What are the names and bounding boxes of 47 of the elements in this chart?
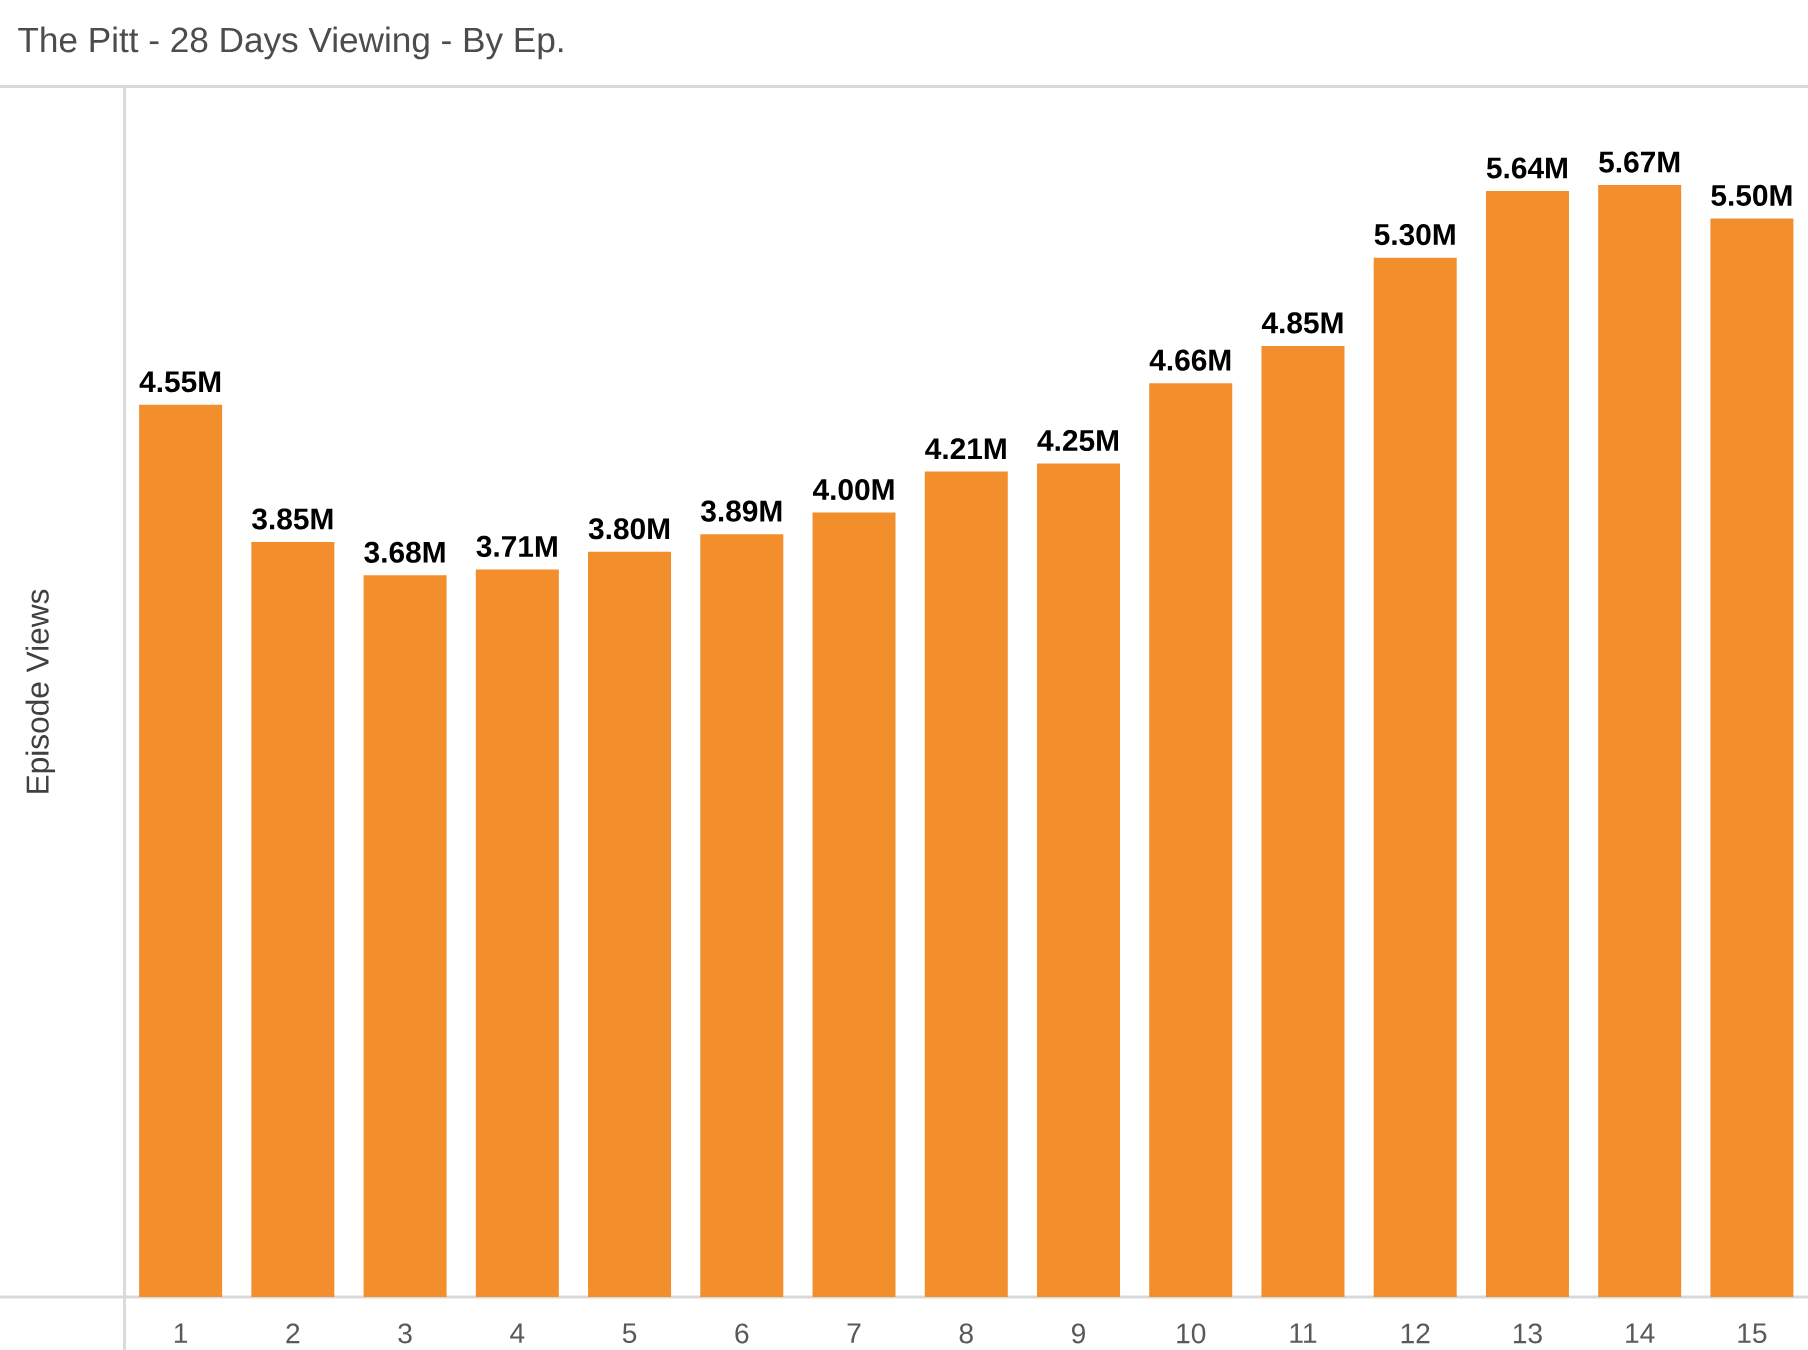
data-label: 4.21M (925, 438, 1006, 459)
bar (1598, 185, 1682, 1298)
data-label: 3.89M (700, 500, 782, 522)
data-label: 4.00M (812, 479, 894, 501)
x-tick-label: 14 (1626, 1323, 1655, 1343)
x-tick-label: 7 (847, 1323, 861, 1343)
bar (1149, 383, 1233, 1298)
data-label: 5.64M (1486, 157, 1567, 179)
data-label: 5.50M (1711, 184, 1792, 206)
y-axis-title: Episode Views (25, 589, 56, 793)
bar (251, 541, 335, 1298)
x-tick-label: 10 (1177, 1323, 1206, 1344)
x-tick-label: 8 (959, 1323, 973, 1344)
x-tick-label: 3 (398, 1323, 412, 1344)
bar (588, 551, 672, 1298)
data-label: 3.68M (364, 541, 445, 563)
chart-title: The Pitt - 28 Days Viewing - By Ep. (18, 26, 563, 60)
x-tick-label: 12 (1401, 1323, 1430, 1344)
x-tick-label: 2 (286, 1323, 300, 1344)
x-tick-label: 11 (1290, 1323, 1317, 1343)
x-tick-label: 9 (1072, 1323, 1085, 1344)
data-label: 3.80M (588, 518, 670, 540)
x-tick-label: 13 (1513, 1323, 1542, 1344)
bar (924, 471, 1008, 1298)
bar (1261, 345, 1345, 1298)
x-tick-label: 6 (735, 1323, 749, 1344)
data-label: 3.71M (476, 535, 557, 558)
data-label: 4.66M (1149, 349, 1231, 371)
data-label: 5.67M (1599, 151, 1680, 173)
bar (139, 404, 223, 1298)
x-tick-label: 5 (622, 1323, 637, 1344)
bar (475, 569, 559, 1298)
data-label: 5.30M (1374, 224, 1455, 246)
bar (700, 534, 784, 1298)
data-label: 4.55M (139, 371, 221, 393)
bar (1485, 190, 1569, 1298)
bar (1037, 463, 1121, 1298)
bar (1710, 218, 1794, 1298)
x-tick-label: 15 (1738, 1323, 1767, 1344)
data-label: 4.25M (1037, 429, 1118, 452)
bar (812, 512, 896, 1298)
data-label: 3.85M (252, 508, 333, 530)
data-label: 4.85M (1261, 312, 1343, 334)
bar (363, 575, 447, 1298)
bar (1373, 257, 1457, 1298)
x-tick-label: 4 (510, 1323, 525, 1343)
x-tick-label: 1 (174, 1323, 188, 1343)
